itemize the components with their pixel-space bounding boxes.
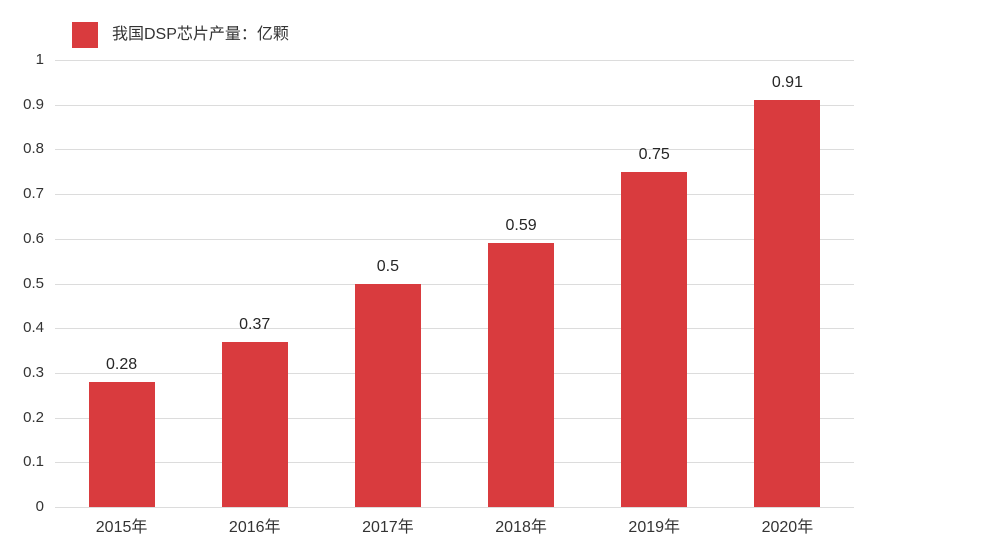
bar-2016年 <box>221 341 288 507</box>
bar-2019年 <box>621 171 688 507</box>
bar-value-label: 0.91 <box>771 74 803 92</box>
y-tick-label: 0.7 <box>23 185 44 203</box>
y-tick-label: 0.4 <box>23 319 44 337</box>
bar-2017年 <box>354 283 421 507</box>
gridline <box>55 507 854 508</box>
gridline <box>55 417 854 419</box>
gridline <box>55 238 854 240</box>
bar-value-label: 0.59 <box>505 217 537 235</box>
bar-2018年 <box>488 243 555 507</box>
y-tick-label: 0.8 <box>23 140 44 158</box>
legend-swatch-icon <box>72 22 98 48</box>
y-axis: 0 0.1 0.2 0.3 0.4 0.5 0.6 0.7 0.8 0.9 1 <box>0 51 44 515</box>
legend: 我国DSP芯片产量：亿颗 <box>72 22 289 48</box>
x-axis: 2015年 2016年 2017年 2018年 2019年 2020年 <box>55 517 854 541</box>
bar-2015年 <box>88 381 155 507</box>
x-tick-label: 2018年 <box>495 519 547 536</box>
y-tick-label: 0 <box>35 498 44 515</box>
y-tick-label: 1 <box>35 51 44 68</box>
gridline <box>55 104 854 106</box>
gridline <box>55 149 854 151</box>
x-tick-label: 2016年 <box>228 519 281 536</box>
gridline <box>55 372 854 374</box>
x-tick-label: 2019年 <box>628 519 681 536</box>
gridline <box>55 328 854 330</box>
plot-area: 0.28 0.37 0.5 0.59 0.75 0.91 <box>55 60 854 508</box>
gridline <box>55 194 854 196</box>
y-tick-label: 0.2 <box>23 408 44 426</box>
y-tick-label: 0.6 <box>23 229 44 247</box>
bar-value-label: 0.75 <box>638 145 670 163</box>
y-tick-label: 0.1 <box>23 453 44 471</box>
bar-value-label: 0.28 <box>106 355 138 373</box>
y-tick-label: 0.3 <box>23 363 44 381</box>
gridline <box>55 60 854 61</box>
gridline <box>55 462 854 464</box>
x-tick-label: 2020年 <box>761 519 814 536</box>
bar-value-label: 0.37 <box>239 315 271 333</box>
legend-label: 我国DSP芯片产量：亿颗 <box>112 26 289 43</box>
y-tick-label: 0.5 <box>23 274 44 292</box>
x-tick-label: 2015年 <box>95 519 148 536</box>
x-tick-label: 2017年 <box>362 519 414 536</box>
bar-value-label: 0.5 <box>376 257 400 275</box>
gridline <box>55 283 854 285</box>
bar-2020年 <box>754 100 821 507</box>
y-tick-label: 0.9 <box>23 95 44 113</box>
